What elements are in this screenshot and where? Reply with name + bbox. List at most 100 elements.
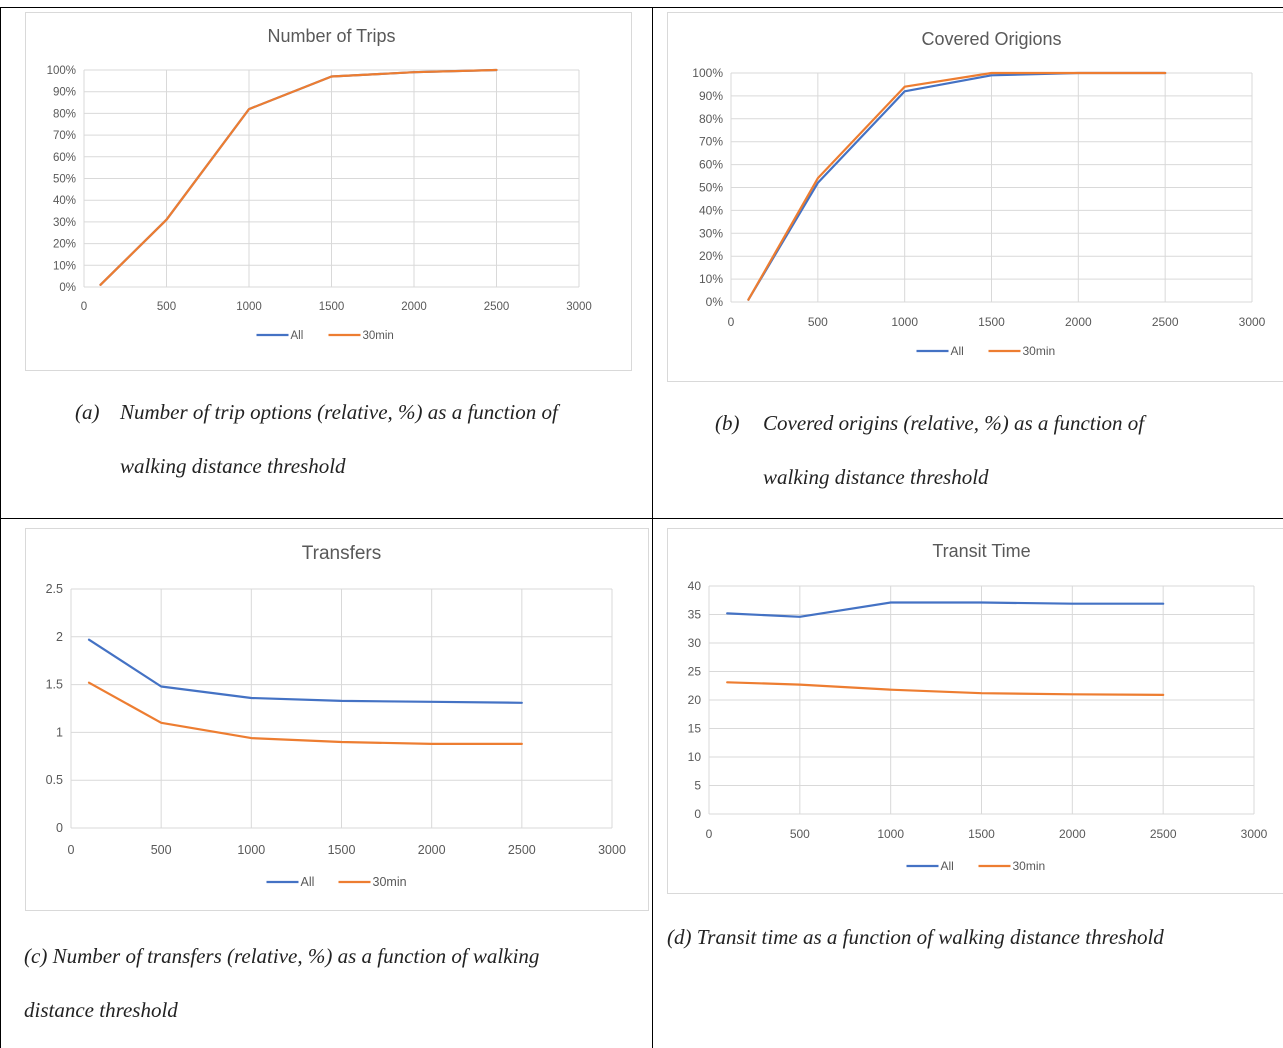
chart-a-x-tick-label: 1000 — [236, 301, 262, 313]
chart-a-y-tick-label: 20% — [53, 239, 76, 251]
chart-b-y-tick-label: 50% — [699, 181, 723, 195]
chart-b-title: Covered Origions — [921, 29, 1061, 49]
chart-a-y-tick-label: 100% — [47, 65, 76, 77]
chart-c-y-tick-label: 0 — [56, 821, 63, 835]
chart-c-title: Transfers — [302, 543, 382, 564]
chart-b: Covered Origions 0% 10% 20% 30% 40% 50% 60% 70% 8… — [667, 12, 1283, 382]
chart-c-x-tick-label: 3000 — [598, 843, 626, 857]
chart-c-x-tick-label: 2500 — [508, 843, 536, 857]
chart-a-y-tick-label: 70% — [53, 130, 76, 142]
chart-b-x-tick-label: 1000 — [891, 315, 918, 329]
chart-a-legend-label-30min: 30min — [363, 330, 394, 342]
caption-c-label: (c) — [24, 944, 48, 968]
chart-b-y-tick-label: 80% — [699, 112, 723, 126]
chart-d-x-tick-label: 0 — [706, 827, 713, 841]
chart-d-x-tick-label: 500 — [790, 827, 810, 841]
chart-d-x-tick-label: 2000 — [1059, 827, 1086, 841]
chart-a-y-tick-label: 40% — [53, 195, 76, 207]
chart-d-y-tick-label: 40 — [688, 579, 702, 593]
chart-a-y-tick-label: 0% — [59, 282, 76, 294]
chart-d-legend-label-30min: 30min — [1013, 859, 1046, 873]
chart-d-y-tick-label: 25 — [688, 665, 702, 679]
caption-c-line1: Number of transfers (relative, %) as a f… — [52, 944, 540, 968]
chart-c-series-all-line — [87, 638, 523, 704]
chart-c-x-tick-label: 500 — [151, 843, 172, 857]
chart-c-svg: Transfers 0 0.5 1 1.5 2 2.5 0 500 1000 1500 2000 250… — [46, 543, 626, 889]
chart-d-y-tick-label: 15 — [688, 722, 702, 736]
caption-b: (b) Covered origins (relative, %) as a fu… — [715, 396, 1275, 504]
caption-d: (d) Transit time as a function of walkin… — [667, 910, 1282, 964]
chart-b-y-tick-label: 70% — [699, 135, 723, 149]
chart-a-x-tick-label: 3000 — [566, 301, 592, 313]
chart-d-series-all-line — [726, 601, 1165, 618]
chart-b-x-tick-label: 3000 — [1239, 315, 1266, 329]
caption-a-line2: walking distance threshold — [120, 454, 346, 478]
chart-c-series-30min-line — [87, 681, 523, 745]
chart-d-y-tick-label: 20 — [688, 693, 702, 707]
chart-d-x-tick-label: 3000 — [1241, 827, 1268, 841]
chart-c-x-tick-label: 1000 — [237, 843, 265, 857]
chart-d: Transit Time 0 5 10 15 20 25 30 35 40 0 500 1000 1500… — [667, 528, 1283, 894]
chart-a-x-tick-label: 500 — [157, 301, 176, 313]
chart-a-series-30min-line — [99, 68, 498, 286]
chart-c: Transfers 0 0.5 1 1.5 2 2.5 0 500 1000 1500 2000 250… — [25, 528, 649, 911]
chart-b-legend-label-30min: 30min — [1023, 344, 1056, 358]
chart-a-x-tick-label: 1500 — [319, 301, 345, 313]
chart-b-y-tick-label: 100% — [692, 66, 723, 80]
chart-d-y-tick-label: 30 — [688, 636, 702, 650]
chart-c-x-tick-label: 2000 — [418, 843, 446, 857]
chart-b-series-30min-line — [747, 71, 1167, 301]
chart-b-x-tick-label: 0 — [728, 315, 735, 329]
caption-c: (c) Number of transfers (relative, %) as… — [24, 929, 649, 1037]
chart-a-y-tick-label: 30% — [53, 217, 76, 229]
caption-a-line1: Number of trip options (relative, %) as … — [120, 400, 558, 424]
caption-b-line1: Covered origins (relative, %) as a funct… — [763, 411, 1145, 435]
chart-b-x-tick-label: 2000 — [1065, 315, 1092, 329]
chart-b-x-tick-label: 500 — [808, 315, 828, 329]
caption-d-line1: Transit time as a function of walking di… — [696, 925, 1164, 949]
chart-a-y-tick-label: 10% — [53, 260, 76, 272]
chart-a-title: Number of Trips — [267, 26, 395, 46]
chart-b-y-tick-label: 90% — [699, 89, 723, 103]
caption-c-line2: distance threshold — [24, 998, 178, 1022]
chart-b-y-tick-label: 10% — [699, 272, 723, 286]
chart-b-series-all-line — [747, 71, 1167, 301]
chart-c-legend-label-30min: 30min — [373, 875, 407, 889]
chart-a-x-tick-label: 2500 — [484, 301, 510, 313]
chart-d-svg: Transit Time 0 5 10 15 20 25 30 35 40 0 500 1000 1500… — [688, 541, 1268, 873]
chart-c-y-tick-label: 1.5 — [46, 678, 63, 692]
caption-b-line2: walking distance threshold — [763, 465, 989, 489]
caption-d-label: (d) — [667, 925, 692, 949]
chart-c-legend-label-all: All — [301, 875, 315, 889]
chart-a-x-tick-label: 2000 — [401, 301, 427, 313]
chart-c-y-tick-label: 2 — [56, 630, 63, 644]
chart-c-y-tick-label: 1 — [56, 725, 63, 739]
chart-c-x-tick-label: 0 — [68, 843, 75, 857]
chart-b-x-tick-label: 1500 — [978, 315, 1005, 329]
chart-d-legend-label-all: All — [941, 859, 954, 873]
chart-b-y-tick-label: 30% — [699, 226, 723, 240]
caption-a-label: (a) — [75, 400, 100, 424]
chart-a-y-tick-label: 50% — [53, 174, 76, 186]
chart-b-y-tick-label: 40% — [699, 203, 723, 217]
chart-d-x-tick-label: 2500 — [1150, 827, 1177, 841]
chart-d-x-tick-label: 1500 — [968, 827, 995, 841]
chart-d-title: Transit Time — [932, 541, 1030, 561]
chart-a-x-tick-label: 0 — [81, 301, 87, 313]
chart-b-y-tick-label: 60% — [699, 158, 723, 172]
chart-d-y-tick-label: 10 — [688, 750, 702, 764]
chart-a-series-all-line — [99, 68, 498, 286]
caption-a: (a) Number of trip options (relative, %) … — [75, 385, 645, 493]
table-row-divider — [0, 518, 1283, 519]
chart-d-series-30min-line — [726, 681, 1165, 696]
chart-d-y-tick-label: 0 — [694, 807, 701, 821]
chart-b-y-tick-label: 20% — [699, 249, 723, 263]
chart-a-legend-label-all: All — [291, 330, 304, 342]
caption-b-label: (b) — [715, 411, 740, 435]
chart-a-y-tick-label: 80% — [53, 108, 76, 120]
chart-a: Number of Trips 0% 10% 20% 30% 40% 50% 60% 70% 80… — [25, 12, 632, 371]
chart-b-legend-label-all: All — [951, 344, 964, 358]
chart-c-y-tick-label: 0.5 — [46, 773, 63, 787]
chart-a-y-tick-label: 60% — [53, 152, 76, 164]
chart-d-y-tick-label: 5 — [694, 779, 701, 793]
